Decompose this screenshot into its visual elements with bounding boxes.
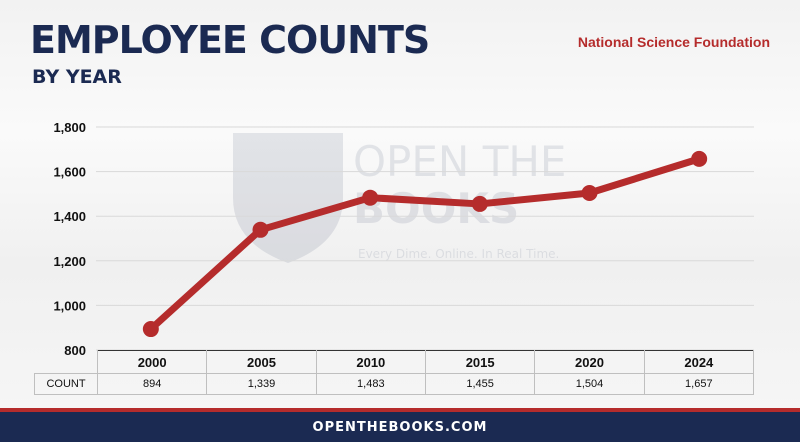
footer-bar: OPENTHEBOOKS.COM <box>0 408 800 442</box>
table-row: COUNT 894 1,339 1,483 1,455 1,504 1,657 <box>34 373 755 395</box>
y-tick-label: 1,600 <box>53 165 86 180</box>
data-point-2010 <box>362 189 379 206</box>
table-value-2020: 1,504 <box>534 373 645 395</box>
watermark-tagline: Every Dime. Online. In Real Time. <box>358 247 559 261</box>
table-year-2010: 2010 <box>315 350 426 374</box>
data-point-2015 <box>471 195 488 212</box>
y-tick-label: 1,800 <box>53 120 86 135</box>
table-year-2015: 2015 <box>424 350 536 374</box>
table-year-2000: 2000 <box>96 350 208 374</box>
table-value-2010: 1,483 <box>315 373 426 395</box>
table-year-2020: 2020 <box>534 350 645 374</box>
source-label: National Science Foundation <box>577 34 770 50</box>
watermark-line2: BOOKS <box>353 184 519 233</box>
data-point-2005 <box>252 221 269 238</box>
table-value-2024: 1,657 <box>643 373 755 395</box>
chart-title: EMPLOYEE COUNTS <box>30 18 430 62</box>
y-tick-label: 1,000 <box>53 298 86 313</box>
table-header-row: 2000 2005 2010 2015 2020 2024 <box>34 350 755 374</box>
table-year-2024: 2024 <box>643 350 755 374</box>
series-line <box>147 155 703 333</box>
series-count <box>142 150 708 338</box>
watermark-logo: OPEN THE BOOKS Every Dime. Online. In Re… <box>233 133 566 263</box>
data-point-2020 <box>581 185 598 202</box>
table-year-2005: 2005 <box>206 350 317 374</box>
table-value-2015: 1,455 <box>424 373 536 395</box>
table-row-label: COUNT <box>34 373 98 395</box>
chart-subtitle: BY YEAR <box>32 66 122 88</box>
y-tick-label: 1,400 <box>53 209 86 224</box>
y-tick-label: 1,200 <box>53 254 86 269</box>
table-value-2005: 1,339 <box>206 373 317 395</box>
grid-lines <box>96 126 754 351</box>
table-corner <box>34 350 98 374</box>
data-table: 2000 2005 2010 2015 2020 2024 COUNT 894 … <box>34 350 755 395</box>
table-value-2000: 894 <box>96 373 208 395</box>
data-point-2024 <box>691 150 708 167</box>
data-point-2000 <box>142 321 159 338</box>
footer-url: OPENTHEBOOKS.COM <box>312 419 488 435</box>
watermark-line1: OPEN THE <box>353 137 566 186</box>
